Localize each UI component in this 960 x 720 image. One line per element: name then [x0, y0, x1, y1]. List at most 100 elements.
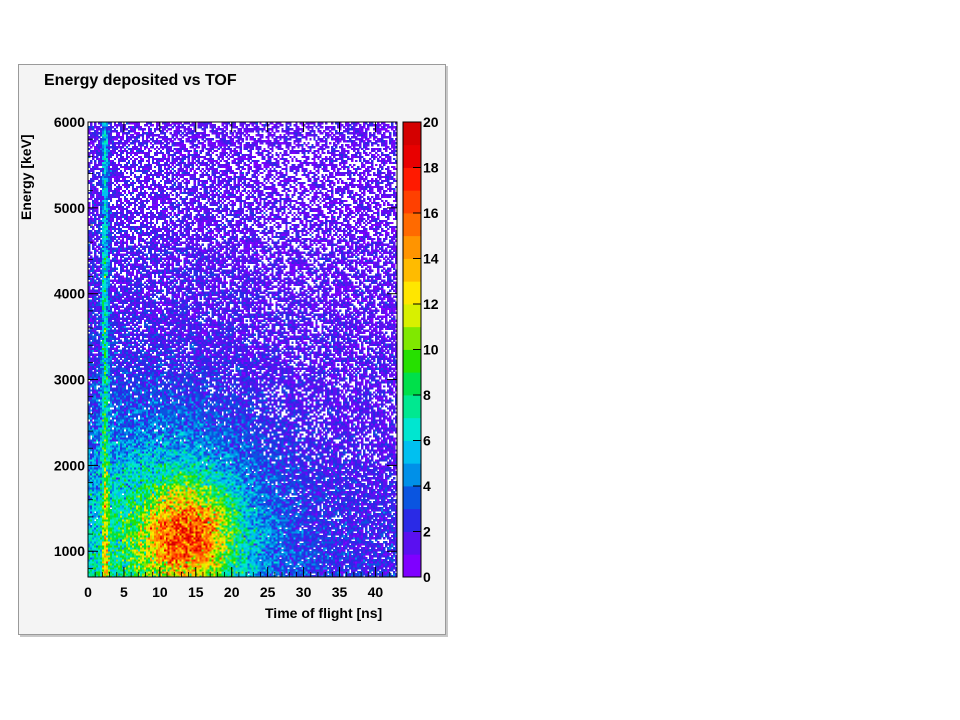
heatmap-cell [108, 527, 110, 529]
heatmap-cell [94, 453, 96, 455]
heatmap-cell [106, 421, 108, 423]
heatmap-cell [108, 352, 110, 354]
heatmap-cell [98, 487, 100, 489]
heatmap-cell [110, 357, 112, 359]
heatmap-cell [104, 447, 106, 449]
heatmap-cell [94, 164, 96, 166]
heatmap-cell [100, 425, 102, 427]
heatmap-cell [108, 298, 110, 300]
heatmap-cell [98, 224, 100, 226]
heatmap-cell [108, 425, 110, 427]
heatmap-cell [92, 248, 94, 250]
heatmap-cell [100, 389, 102, 391]
heatmap-cell [90, 260, 92, 262]
heatmap-cell [100, 316, 102, 318]
heatmap-cell [98, 306, 100, 308]
heatmap-cell [94, 413, 96, 415]
heatmap-cell [94, 210, 96, 212]
heatmap-cell [96, 419, 98, 421]
heatmap-cell [96, 246, 98, 248]
heatmap-cell [90, 162, 92, 164]
heatmap-cell [98, 126, 100, 128]
heatmap-cell [106, 417, 108, 419]
heatmap-cell [104, 369, 106, 371]
heatmap-cell [108, 355, 110, 357]
heatmap-cell [104, 511, 106, 513]
heatmap-cell [98, 318, 100, 320]
heatmap-cell [100, 330, 102, 332]
heatmap-cell [98, 381, 100, 383]
heatmap-cell [94, 415, 96, 417]
heatmap-cell [94, 214, 96, 216]
heatmap-cell [98, 260, 100, 262]
heatmap-cell [106, 324, 108, 326]
heatmap-cell [92, 184, 94, 186]
heatmap-cell [90, 346, 92, 348]
heatmap-cell [98, 379, 100, 381]
heatmap-cell [104, 499, 106, 501]
heatmap-cell [102, 124, 104, 126]
heatmap-cell [108, 172, 110, 174]
heatmap-cell [102, 435, 104, 437]
heatmap-cell [100, 190, 102, 192]
heatmap-cell [106, 441, 108, 443]
heatmap-cell [100, 134, 102, 136]
heatmap-cell [104, 379, 106, 381]
heatmap-cell [104, 553, 106, 555]
heatmap-cell [94, 565, 96, 567]
heatmap-cell [102, 152, 104, 154]
heatmap-cell [92, 387, 94, 389]
heatmap-cell [104, 240, 106, 242]
heatmap-cell [100, 296, 102, 298]
heatmap-cell [108, 190, 110, 192]
heatmap-cell [94, 134, 96, 136]
heatmap-cell [104, 286, 106, 288]
heatmap-cell [106, 491, 108, 493]
heatmap-cell [104, 164, 106, 166]
heatmap-cell [108, 168, 110, 170]
heatmap-cell [96, 214, 98, 216]
heatmap-cell [98, 383, 100, 385]
heatmap-cell [104, 300, 106, 302]
heatmap-cell [96, 443, 98, 445]
heatmap-cell [108, 357, 110, 359]
heatmap-cell [106, 208, 108, 210]
heatmap-cell [98, 282, 100, 284]
heatmap-cell [94, 473, 96, 475]
heatmap-cell [98, 417, 100, 419]
heatmap-cell [104, 178, 106, 180]
heatmap-cell [100, 451, 102, 453]
heatmap-cell [108, 547, 110, 549]
heatmap-cell [110, 539, 112, 541]
heatmap-cell [100, 449, 102, 451]
heatmap-cell [106, 228, 108, 230]
heatmap-cell [106, 138, 108, 140]
heatmap-cell [90, 389, 92, 391]
heatmap-cell [94, 375, 96, 377]
heatmap-cell [110, 294, 112, 296]
heatmap-cell [102, 361, 104, 363]
heatmap-cell [102, 439, 104, 441]
heatmap-cell [106, 493, 108, 495]
heatmap-cell [96, 126, 98, 128]
heatmap-cell [92, 417, 94, 419]
heatmap-cell [102, 373, 104, 375]
heatmap-cell [104, 320, 106, 322]
heatmap-cell [98, 491, 100, 493]
heatmap-cell [98, 348, 100, 350]
heatmap-cell [96, 236, 98, 238]
heatmap-cell [98, 292, 100, 294]
heatmap-cell [108, 176, 110, 178]
heatmap-cell [98, 447, 100, 449]
heatmap-cell [102, 210, 104, 212]
heatmap-cell [96, 481, 98, 483]
heatmap-cell [90, 521, 92, 523]
heatmap-cell [98, 521, 100, 523]
heatmap-cell [104, 427, 106, 429]
heatmap-cell [94, 357, 96, 359]
heatmap-cell [100, 411, 102, 413]
heatmap-cell [106, 184, 108, 186]
heatmap-cell [102, 355, 104, 357]
heatmap-cell [102, 495, 104, 497]
heatmap-cell [102, 214, 104, 216]
